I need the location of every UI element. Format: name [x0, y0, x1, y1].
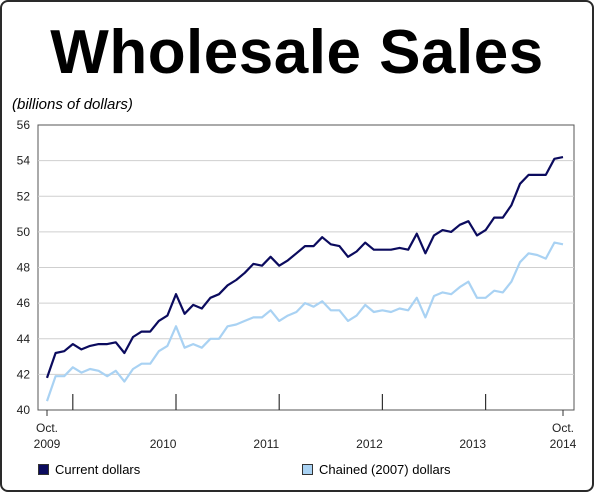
x-tick-label-5-year: 2014 — [550, 437, 577, 451]
series-line-current-dollars — [45, 156, 564, 379]
y-tick-label-46: 46 — [17, 296, 31, 310]
legend-swatch-chained-dollars — [302, 464, 313, 475]
x-tick-label-0-year: 2009 — [34, 437, 61, 451]
x-tick-label-4: 2013 — [459, 437, 486, 451]
y-tick-label-50: 50 — [17, 225, 31, 239]
chart-title: Wholesale Sales — [50, 18, 544, 87]
y-tick-label-52: 52 — [17, 189, 31, 203]
series-line-chained-dollars — [45, 241, 564, 402]
y-tick-label-42: 42 — [17, 367, 31, 381]
y-tick-label-44: 44 — [17, 332, 31, 346]
x-tick-label-5: Oct. — [552, 421, 574, 435]
legend-label-chained-dollars: Chained (2007) dollars — [319, 462, 451, 477]
x-tick-label-0: Oct. — [36, 421, 58, 435]
legend-item-current-dollars: Current dollars — [38, 462, 140, 477]
y-tick-label-56: 56 — [17, 118, 31, 132]
x-tick-label-2: 2011 — [253, 437, 279, 451]
y-tick-label-40: 40 — [17, 403, 31, 417]
y-axis-unit-label: (billions of dollars) — [12, 96, 133, 113]
x-tick-label-3: 2012 — [356, 437, 383, 451]
legend-swatch-current-dollars — [38, 464, 49, 475]
y-tick-label-48: 48 — [17, 261, 31, 275]
x-tick-label-1: 2010 — [150, 437, 177, 451]
legend-item-chained-dollars: Chained (2007) dollars — [302, 462, 451, 477]
y-tick-label-54: 54 — [17, 154, 31, 168]
legend-label-current-dollars: Current dollars — [55, 462, 141, 477]
